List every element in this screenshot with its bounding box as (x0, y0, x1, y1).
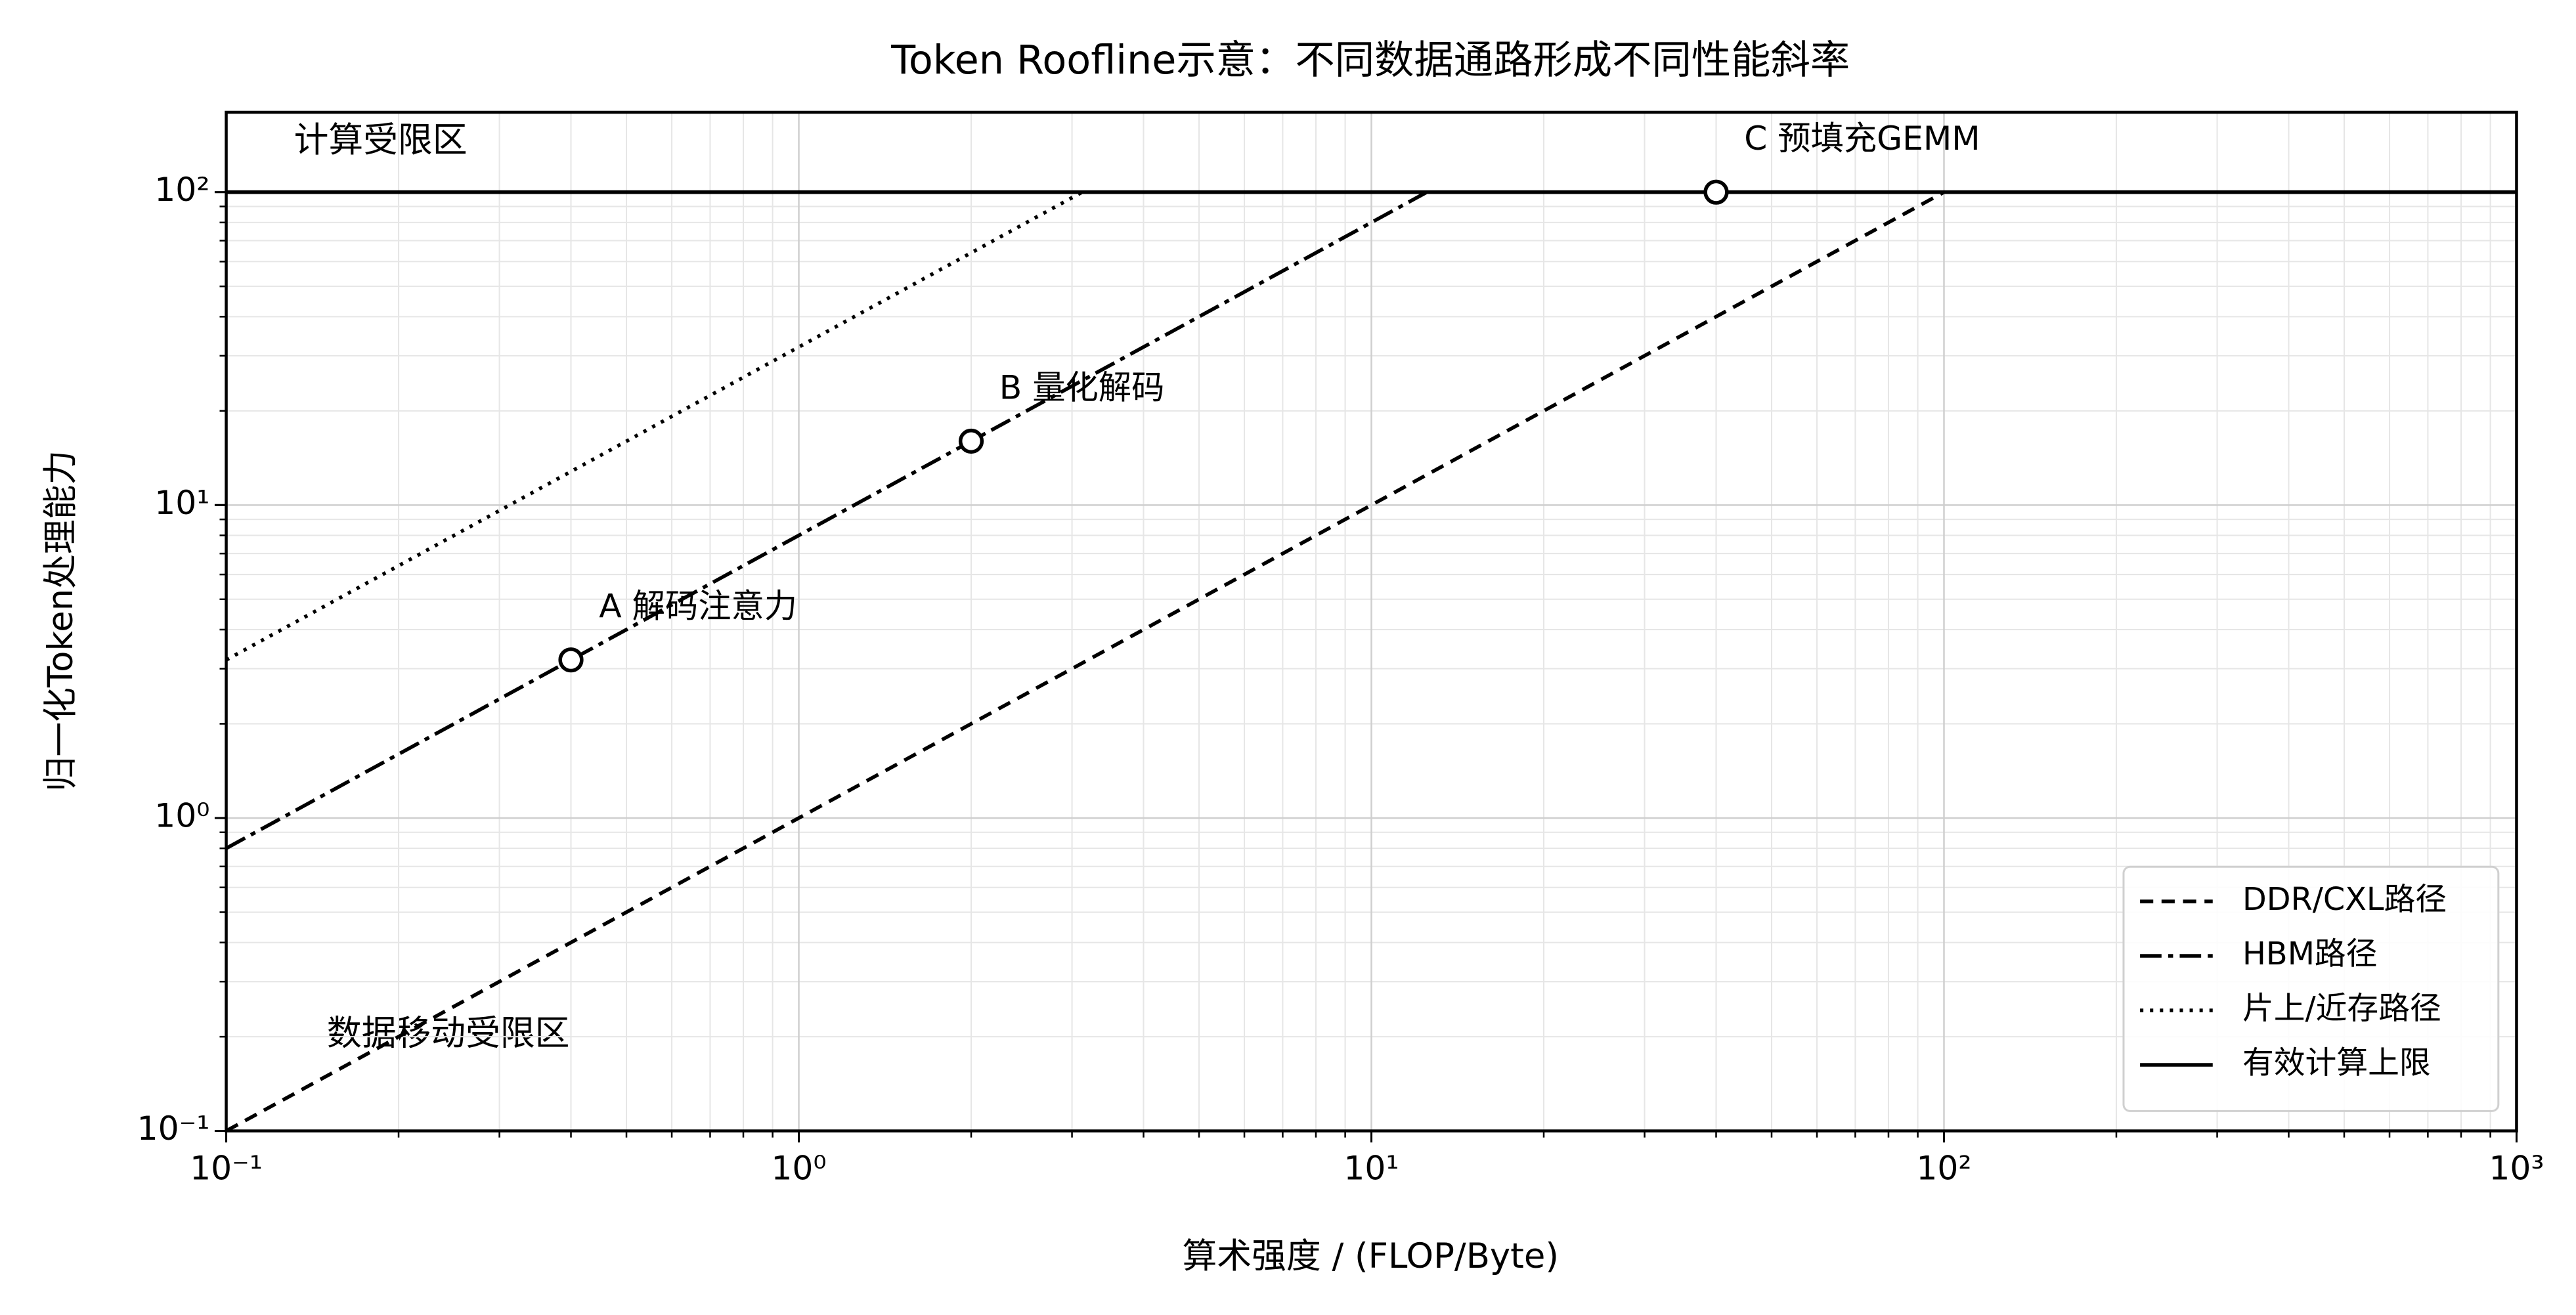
chart-title: Token Roofline示意：不同数据通路形成不同性能斜率 (890, 37, 1850, 83)
x-tick-label: 10⁰ (771, 1148, 826, 1187)
legend-label: HBM路径 (2242, 936, 2377, 972)
legend-label: DDR/CXL路径 (2242, 882, 2447, 918)
point-label: B 量化解码 (999, 368, 1165, 407)
data-point (958, 428, 984, 454)
series-line (225, 190, 1083, 662)
legend-label: 片上/近存路径 (2242, 991, 2441, 1027)
y-tick-label: 10⁰ (154, 796, 209, 834)
region-label: 计算受限区 (294, 120, 468, 160)
legend-box (2122, 865, 2500, 1112)
data-point (558, 647, 584, 673)
data-point (1703, 179, 1729, 205)
x-tick-label: 10⁻¹ (190, 1148, 263, 1187)
legend-label: 有效计算上限 (2242, 1045, 2431, 1081)
plot-frame (225, 110, 2518, 1132)
x-tick-label: 10² (1916, 1148, 1971, 1187)
region-label: 数据移动受限区 (327, 1013, 570, 1053)
series-line (225, 190, 1428, 850)
point-label: A 解码注意力 (599, 587, 797, 626)
y-tick-label: 10⁻¹ (137, 1109, 210, 1148)
y-tick-label: 10¹ (154, 483, 209, 522)
x-tick-label: 10¹ (1343, 1148, 1399, 1187)
x-axis-label: 算术强度 / (FLOP/Byte) (1182, 1236, 1558, 1276)
y-axis-label: 归一化Token处理能力 (41, 450, 81, 792)
y-tick-label: 10² (154, 170, 209, 209)
series-line (225, 190, 1945, 1133)
x-tick-label: 10³ (2489, 1148, 2544, 1187)
point-label: C 预填充GEMM (1744, 119, 1980, 158)
